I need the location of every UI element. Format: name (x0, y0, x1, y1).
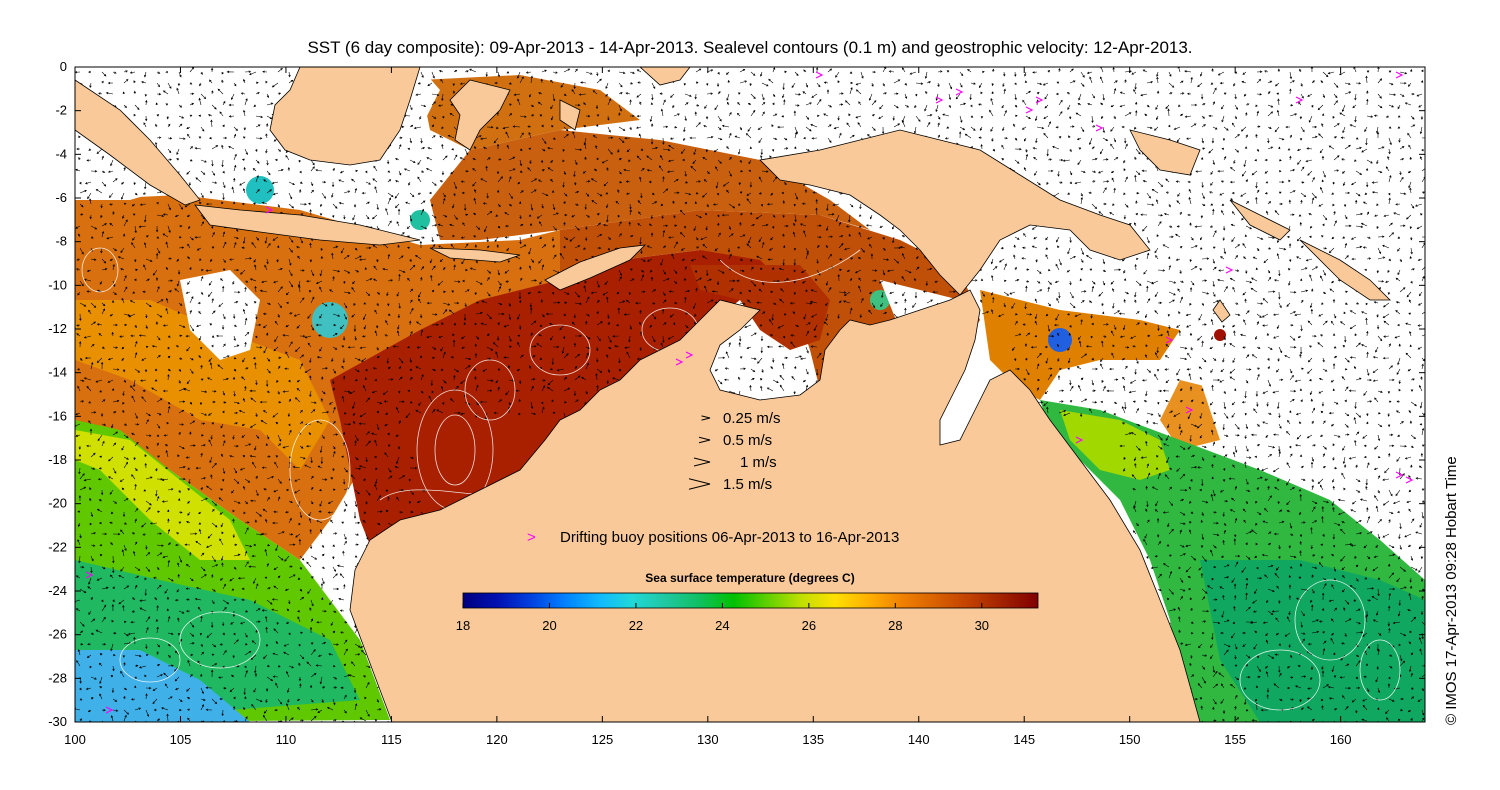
x-tick-label: 160 (1330, 732, 1352, 747)
buoy-marker (1295, 96, 1304, 104)
sst-colorbar: Sea surface temperature (degrees C) 18 20… (456, 571, 1039, 633)
buoy-marker (1095, 124, 1104, 132)
y-tick-label: -18 (48, 452, 67, 467)
buoy-marker (1185, 406, 1194, 414)
y-tick-label: -16 (48, 408, 67, 423)
map-title: SST (6 day composite): 09-Apr-2013 - 14-… (307, 38, 1193, 57)
y-tick-label: -24 (48, 583, 67, 598)
timor-land (544, 244, 647, 291)
y-tick-label: -28 (48, 670, 67, 685)
y-tick-label: -14 (48, 365, 67, 380)
colorbar-tick-label: 22 (629, 618, 643, 633)
y-tick-label: -6 (55, 190, 67, 205)
x-tick-label: 100 (64, 732, 86, 747)
x-tick-label: 130 (697, 732, 719, 747)
x-tick-label: 125 (591, 732, 613, 747)
buoy-marker (1025, 106, 1034, 114)
buoy-marker (85, 571, 94, 579)
buoy-marker (955, 88, 964, 96)
plot-frame (74, 66, 1426, 723)
buoy-marker (1035, 96, 1044, 104)
x-tick-label: 145 (1013, 732, 1035, 747)
colorbar-tick-label: 26 (802, 618, 816, 633)
colorbar-tick-label: 30 (975, 618, 989, 633)
y-tick-label: -26 (48, 627, 67, 642)
sumatra-land (75, 79, 201, 206)
y-tick-label: -10 (48, 277, 67, 292)
buoy-marker (1225, 266, 1234, 274)
colorbar-ramp (462, 592, 1039, 609)
new-guinea-land (759, 129, 1151, 296)
land (75, 67, 1391, 722)
x-axis: 100 105 110 115 120 125 130 135 140 145 150 155 160 (64, 67, 1351, 747)
y-tick-label: -4 (55, 146, 67, 161)
velocity-legend-arrow (688, 478, 711, 490)
y-axis: 0 -2 -4 -6 -8 -10 -12 -14 -16 -18 -20 -22 -24 -26 -28 -… (48, 59, 1425, 729)
velocity-legend-label: 1.5 m/s (723, 476, 772, 493)
velocity-legend-arrow (693, 457, 711, 467)
colorbar-tick-label: 18 (456, 618, 470, 633)
y-tick-label: -2 (55, 103, 67, 118)
x-tick-label: 140 (908, 732, 930, 747)
buoy-legend: > Drifting buoy positions 06-Apr-2013 to… (527, 529, 899, 546)
buoy-marker (1395, 471, 1404, 479)
buoy-markers (85, 71, 1414, 714)
colorbar-title: Sea surface temperature (degrees C) (645, 571, 854, 585)
buoy-marker (685, 351, 694, 359)
x-tick-label: 135 (802, 732, 824, 747)
x-tick-label: 105 (170, 732, 192, 747)
x-tick-label: 110 (276, 732, 297, 747)
buoy-marker (1075, 436, 1084, 444)
buoy-marker (815, 71, 824, 79)
buoy-marker (1165, 336, 1174, 344)
imos-credit: © IMOS 17-Apr-2013 09:28 Hobart Time (1443, 456, 1460, 725)
y-tick-label: -30 (48, 714, 67, 729)
buoy-marker (1395, 71, 1404, 79)
velocity-legend-label: 0.5 m/s (723, 432, 772, 449)
y-tick-label: -22 (48, 539, 67, 554)
australia-land (349, 289, 1201, 722)
buoy-legend-label: Drifting buoy positions 06-Apr-2013 to 1… (560, 529, 899, 546)
velocity-legend-label: 0.25 m/s (723, 410, 781, 427)
x-tick-label: 155 (1224, 732, 1246, 747)
x-tick-label: 115 (381, 732, 402, 747)
buoy-marker (265, 206, 274, 214)
sulawesi-land (449, 79, 511, 151)
y-tick-label: -12 (48, 321, 67, 336)
velocity-legend-arrow (698, 436, 711, 444)
velocity-legend-label: 1 m/s (740, 454, 777, 471)
x-tick-label: 150 (1119, 732, 1141, 747)
buoy-marker (675, 358, 684, 366)
x-tick-label: 120 (486, 732, 508, 747)
y-tick-label: -20 (48, 496, 67, 511)
buoy-marker (105, 706, 114, 714)
colorbar-tick-label: 20 (542, 618, 556, 633)
colorbar-tick-label: 24 (715, 618, 729, 633)
buoy-marker (935, 96, 944, 104)
y-tick-label: -8 (55, 234, 67, 249)
velocity-legend: 0.25 m/s 0.5 m/s 1 m/s 1.5 m/s (688, 410, 781, 493)
borneo-land (269, 67, 421, 166)
velocity-legend-arrow (701, 415, 711, 421)
buoy-marker (1405, 476, 1414, 484)
colorbar-tick-label: 28 (888, 618, 902, 633)
buoy-legend-symbol: > (527, 529, 536, 546)
y-tick-label: 0 (60, 59, 67, 74)
java-land (194, 204, 421, 246)
